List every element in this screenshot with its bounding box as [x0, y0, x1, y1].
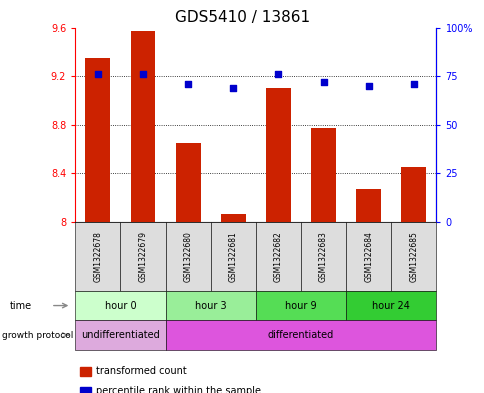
- Point: [139, 71, 147, 77]
- Bar: [311, 129, 335, 222]
- Text: hour 9: hour 9: [285, 301, 316, 310]
- Point: [94, 71, 102, 77]
- Point: [319, 79, 327, 85]
- Bar: [85, 58, 110, 222]
- Text: GSM1322680: GSM1322680: [183, 231, 192, 282]
- Text: hour 24: hour 24: [372, 301, 409, 310]
- Text: GSM1322679: GSM1322679: [138, 231, 147, 282]
- Text: differentiated: differentiated: [267, 330, 333, 340]
- Text: GSM1322684: GSM1322684: [363, 231, 373, 282]
- Bar: [265, 88, 290, 222]
- Text: hour 0: hour 0: [105, 301, 136, 310]
- Text: hour 3: hour 3: [195, 301, 226, 310]
- Text: transformed count: transformed count: [95, 366, 186, 376]
- Text: GSM1322683: GSM1322683: [318, 231, 327, 282]
- Text: GDS5410 / 13861: GDS5410 / 13861: [175, 10, 309, 25]
- Text: undifferentiated: undifferentiated: [81, 330, 159, 340]
- Bar: [401, 167, 425, 222]
- Text: GSM1322685: GSM1322685: [408, 231, 418, 282]
- Point: [409, 81, 417, 87]
- Bar: [356, 189, 380, 222]
- Text: GSM1322681: GSM1322681: [228, 231, 237, 282]
- Point: [184, 81, 192, 87]
- Text: GSM1322678: GSM1322678: [93, 231, 102, 282]
- Point: [229, 84, 237, 91]
- Point: [364, 83, 372, 89]
- Point: [274, 71, 282, 77]
- Text: time: time: [10, 301, 32, 310]
- Bar: [220, 213, 245, 222]
- Bar: [130, 31, 155, 222]
- Bar: [175, 143, 200, 222]
- Text: growth protocol: growth protocol: [2, 331, 74, 340]
- Text: percentile rank within the sample: percentile rank within the sample: [95, 386, 260, 393]
- Text: GSM1322682: GSM1322682: [273, 231, 282, 282]
